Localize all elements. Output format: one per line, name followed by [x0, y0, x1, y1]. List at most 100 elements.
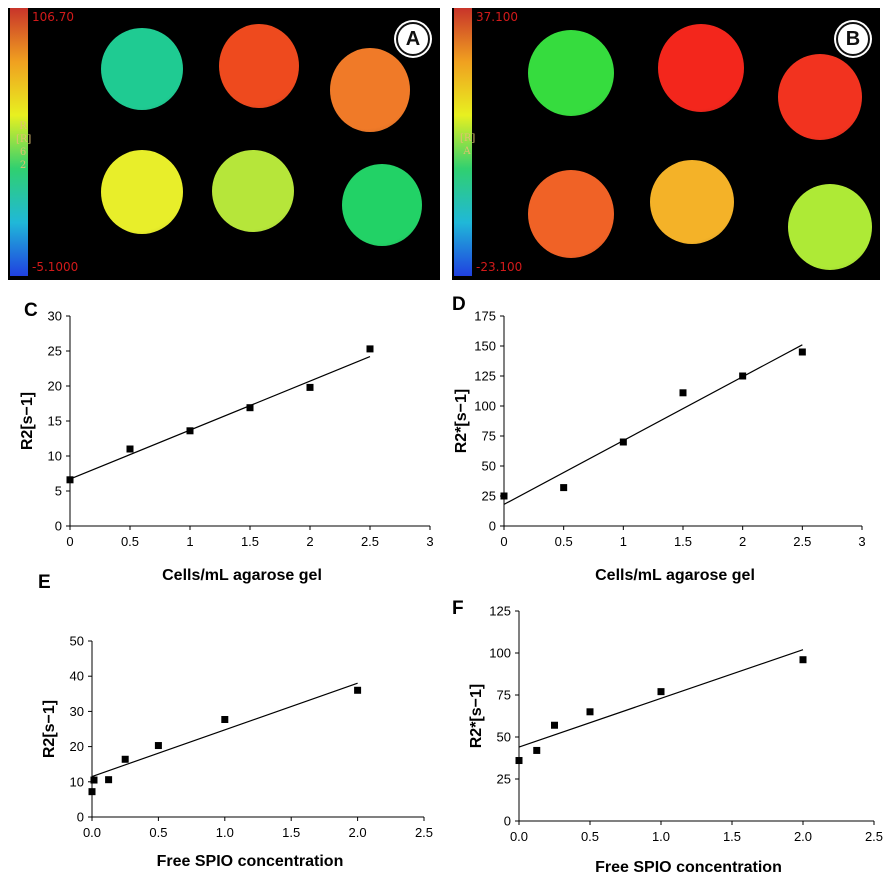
- data-point: [66, 476, 74, 484]
- x-tick-label: 1: [620, 534, 627, 549]
- phantom-well: [778, 54, 862, 140]
- colorbar-b: [454, 8, 472, 276]
- y-tick-label: 75: [482, 429, 496, 444]
- y-tick-label: 20: [48, 379, 62, 394]
- trend-line: [518, 649, 804, 748]
- y-tick-label: 0: [489, 519, 496, 534]
- x-tick-label: 2.5: [415, 825, 433, 840]
- data-point: [246, 404, 254, 412]
- x-tick-label: 2.5: [865, 829, 883, 844]
- x-tick-label: 0.5: [581, 829, 599, 844]
- y-tick-label: 30: [48, 309, 62, 324]
- x-tick-label: 1.0: [652, 829, 670, 844]
- x-axis-label: Cells/mL agarose gel: [595, 567, 755, 584]
- panel-badge-a: A: [396, 22, 430, 56]
- y-tick-label: 0: [55, 519, 62, 534]
- data-point: [366, 345, 374, 353]
- trend-line: [69, 356, 371, 480]
- y-tick-label: 15: [48, 414, 62, 429]
- x-axis-label: Free SPIO concentration: [595, 859, 782, 876]
- y-axis-label: R2[s−1]: [41, 700, 58, 758]
- y-tick-label: 25: [497, 772, 511, 787]
- y-tick-label: 0: [504, 814, 511, 829]
- data-point: [533, 746, 541, 754]
- x-tick-label: 0.5: [555, 534, 573, 549]
- phantom-well: [658, 24, 744, 112]
- data-point: [619, 438, 627, 446]
- x-tick-label: 1: [186, 534, 193, 549]
- trend-line: [91, 682, 358, 778]
- y-tick-label: 75: [497, 688, 511, 703]
- x-tick-label: 1.5: [241, 534, 259, 549]
- x-tick-label: 3: [858, 534, 865, 549]
- y-tick-label: 175: [474, 309, 496, 324]
- data-point: [126, 445, 134, 453]
- y-tick-label: 150: [474, 339, 496, 354]
- y-tick-label: 40: [70, 669, 84, 684]
- phantom-well: [528, 30, 614, 116]
- data-point: [739, 372, 747, 380]
- phantom-well: [650, 160, 734, 244]
- phantom-well: [330, 48, 410, 132]
- r2-map-image-a: 106.70 -5.1000 R [R] 6 2 A: [8, 8, 440, 280]
- y-tick-label: 25: [48, 344, 62, 359]
- x-axis-label: Free SPIO concentration: [157, 853, 344, 870]
- x-tick-label: 0.0: [510, 829, 528, 844]
- phantom-well: [212, 150, 294, 232]
- colorbar-param-label: [R] A: [460, 133, 476, 157]
- data-point: [354, 686, 362, 694]
- x-tick-label: 1.5: [674, 534, 692, 549]
- y-tick-label: 5: [55, 484, 62, 499]
- y-tick-label: 100: [489, 646, 511, 661]
- data-point: [154, 742, 162, 750]
- y-tick-label: 30: [70, 704, 84, 719]
- x-tick-label: 1.5: [723, 829, 741, 844]
- phantom-well: [788, 184, 872, 270]
- colorbar-param-label: R [R] 6 2: [16, 121, 32, 171]
- panel-letter-d: D: [452, 294, 466, 315]
- phantom-well: [219, 24, 299, 108]
- r2star-map-image-b: 37.100 -23.100 [R] A B: [452, 8, 880, 280]
- x-tick-label: 2.5: [361, 534, 379, 549]
- trend-line: [503, 344, 803, 505]
- data-point: [798, 348, 806, 356]
- data-point: [105, 776, 113, 784]
- panel-letter-f: F: [452, 598, 464, 619]
- data-point: [221, 715, 229, 723]
- data-point: [679, 389, 687, 397]
- data-point: [586, 708, 594, 716]
- x-tick-label: 2.0: [349, 825, 367, 840]
- x-tick-label: 2.0: [794, 829, 812, 844]
- x-tick-label: 0.5: [121, 534, 139, 549]
- x-tick-label: 1.0: [216, 825, 234, 840]
- x-tick-label: 0: [500, 534, 507, 549]
- y-tick-label: 50: [482, 459, 496, 474]
- y-axis-label: R2[s−1]: [19, 392, 36, 450]
- y-axis-label: R2*[s−1]: [468, 684, 485, 748]
- panel-letter-c: C: [24, 300, 38, 321]
- data-point: [121, 755, 129, 763]
- y-tick-label: 0: [77, 810, 84, 825]
- data-point: [799, 656, 807, 664]
- y-tick-label: 125: [474, 369, 496, 384]
- y-tick-label: 125: [489, 604, 511, 619]
- data-point: [306, 383, 314, 391]
- panel-badge-b: B: [836, 22, 870, 56]
- y-tick-label: 10: [70, 774, 84, 789]
- y-tick-label: 10: [48, 449, 62, 464]
- y-tick-label: 25: [482, 489, 496, 504]
- panel-letter-e: E: [38, 572, 51, 593]
- data-point: [186, 427, 194, 435]
- data-point: [90, 776, 98, 784]
- phantom-well: [101, 28, 183, 110]
- colorbar-min-label: -5.1000: [32, 260, 79, 274]
- x-tick-label: 0: [66, 534, 73, 549]
- x-tick-label: 0.5: [149, 825, 167, 840]
- data-point: [657, 688, 665, 696]
- x-tick-label: 0.0: [83, 825, 101, 840]
- phantom-well: [101, 150, 183, 234]
- colorbar-min-label: -23.100: [476, 260, 523, 274]
- colorbar-max-label: 106.70: [32, 10, 74, 24]
- x-tick-label: 1.5: [282, 825, 300, 840]
